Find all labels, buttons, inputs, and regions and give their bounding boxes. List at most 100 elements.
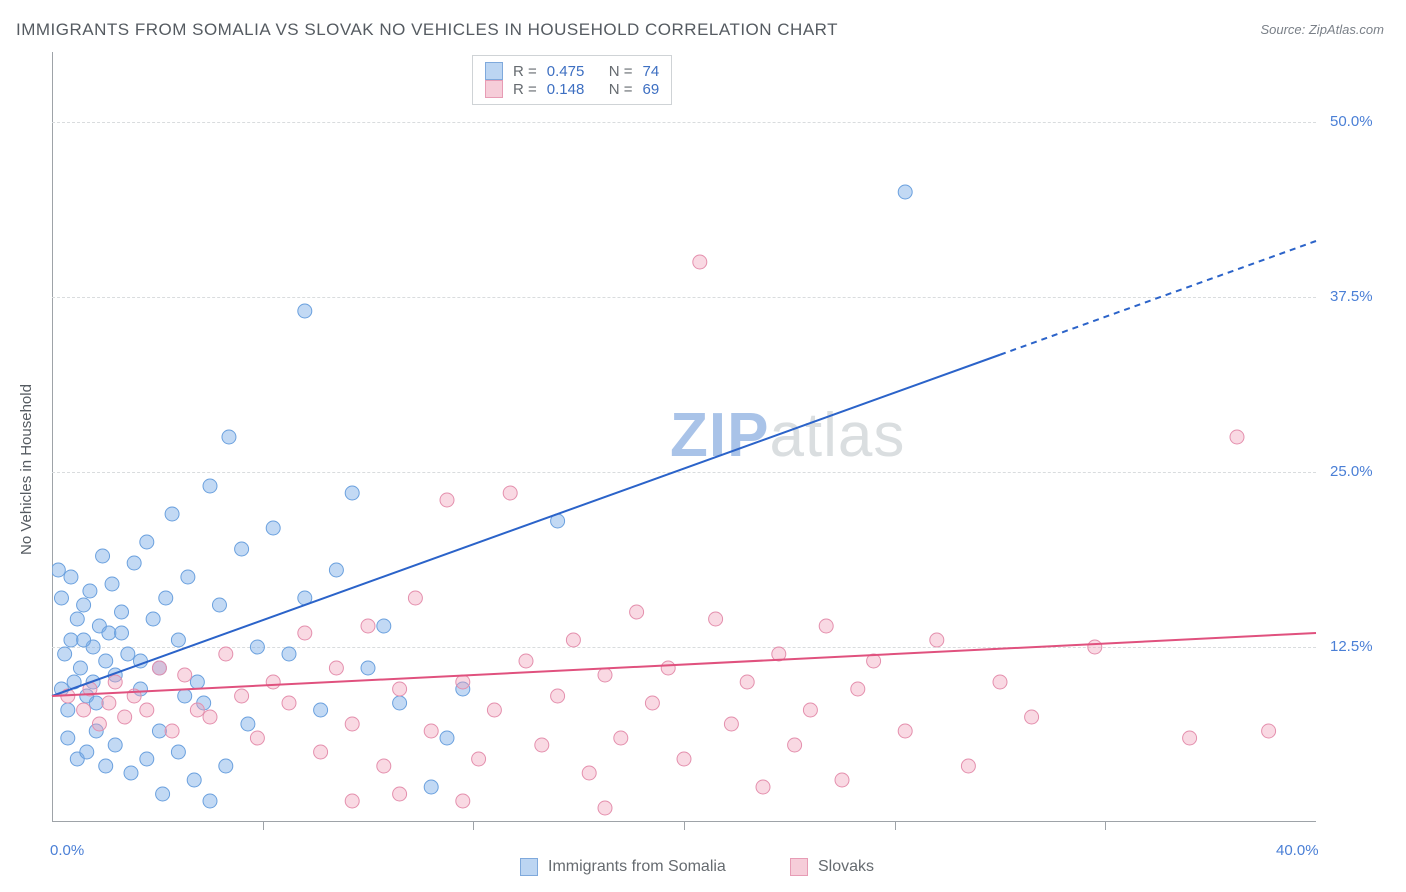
scatter-point [99,759,113,773]
scatter-point [535,738,549,752]
scatter-point [105,577,119,591]
scatter-point [803,703,817,717]
scatter-point [190,675,204,689]
scatter-point [487,703,501,717]
scatter-point [361,661,375,675]
scatter-point [203,710,217,724]
scatter-point [1025,710,1039,724]
scatter-point [345,486,359,500]
scatter-point [661,661,675,675]
scatter-point [298,304,312,318]
trendline-somalia-projection [1000,241,1316,355]
scatter-point [377,759,391,773]
scatter-point [203,794,217,808]
scatter-point [424,780,438,794]
scatter-point [693,255,707,269]
scatter-point [203,479,217,493]
series-somalia [51,185,912,808]
scatter-point [393,787,407,801]
scatter-point [212,598,226,612]
legend-n-value: 69 [643,81,660,98]
scatter-point [51,563,65,577]
scatter-point [709,612,723,626]
scatter-point [89,696,103,710]
scatter-point [83,584,97,598]
scatter-point [108,738,122,752]
scatter-point [178,689,192,703]
scatter-point [219,759,233,773]
scatter-point [181,570,195,584]
legend-correlation: R =0.475N =74R =0.148N =69 [472,55,672,105]
series-slovaks [61,255,1276,815]
scatter-point [77,703,91,717]
scatter-point [80,745,94,759]
scatter-point [73,661,87,675]
scatter-point [171,633,185,647]
scatter-point [930,633,944,647]
legend-swatch [520,858,538,876]
scatter-point [165,724,179,738]
legend-row-somalia: R =0.475N =74 [485,62,659,80]
scatter-point [64,570,78,584]
legend-r-value: 0.475 [547,63,599,80]
scatter-point [961,759,975,773]
scatter-point [314,703,328,717]
scatter-point [424,724,438,738]
scatter-point [677,752,691,766]
scatter-point [127,556,141,570]
scatter-point [1230,430,1244,444]
scatter-point [77,633,91,647]
scatter-point [740,675,754,689]
scatter-point [250,731,264,745]
scatter-point [851,682,865,696]
scatter-point [54,591,68,605]
scatter-point [898,185,912,199]
scatter-point [582,766,596,780]
legend-r-label: R = [513,81,537,98]
scatter-point [140,752,154,766]
scatter-point [329,661,343,675]
scatter-point [118,710,132,724]
scatter-point [61,731,75,745]
legend-series-somalia: Immigrants from Somalia [520,858,726,876]
scatter-point [1088,640,1102,654]
scatter-point [124,766,138,780]
scatter-point [115,605,129,619]
scatter-point [329,563,343,577]
scatter-point [222,430,236,444]
legend-swatch [485,80,503,98]
legend-row-slovaks: R =0.148N =69 [485,80,659,98]
scatter-point [146,612,160,626]
scatter-point [64,633,78,647]
scatter-point [156,787,170,801]
scatter-point [61,703,75,717]
legend-series-label: Slovaks [818,858,874,876]
scatter-point [614,731,628,745]
scatter-point [377,619,391,633]
scatter-point [440,731,454,745]
scatter-point [993,675,1007,689]
scatter-point [314,745,328,759]
scatter-point [598,668,612,682]
scatter-point [393,682,407,696]
legend-swatch [790,858,808,876]
scatter-point [152,724,166,738]
scatter-point [456,794,470,808]
scatter-point [598,801,612,815]
scatter-point [235,542,249,556]
scatter-point [551,689,565,703]
scatter-point [1262,724,1276,738]
scatter-point [724,717,738,731]
legend-swatch [485,62,503,80]
scatter-point [92,717,106,731]
scatter-point [472,752,486,766]
scatter-point [190,703,204,717]
scatter-point [115,626,129,640]
scatter-point [898,724,912,738]
scatter-point [58,647,72,661]
legend-n-value: 74 [643,63,660,80]
scatter-point [393,696,407,710]
scatter-point [159,591,173,605]
scatter-point [241,717,255,731]
scatter-point [345,717,359,731]
